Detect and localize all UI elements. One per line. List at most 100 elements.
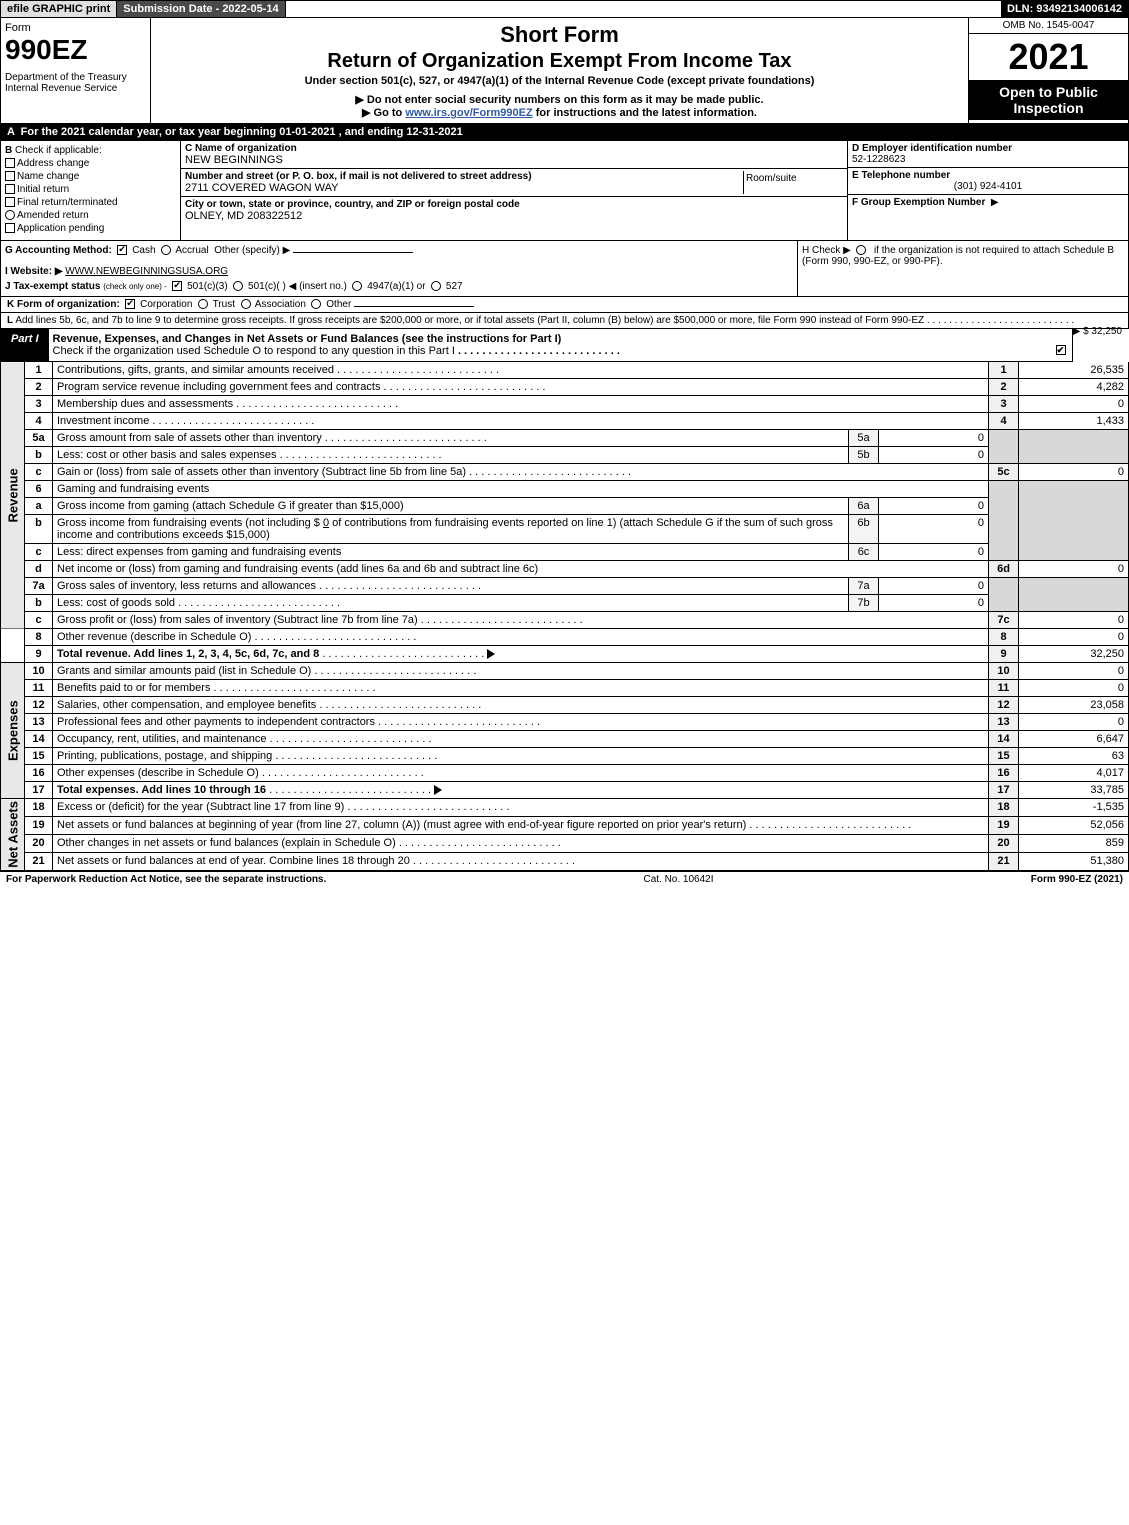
line-num: 15	[25, 748, 53, 765]
line-amount: 0	[1019, 612, 1129, 629]
opt-accrual: Accrual	[175, 245, 208, 256]
line-num: d	[25, 561, 53, 578]
submission-date-label: Submission Date - 2022-05-14	[117, 1, 285, 17]
line-ref: 7c	[989, 612, 1019, 629]
line-amount: 0	[1019, 464, 1129, 481]
form-number: 990EZ	[5, 34, 146, 66]
line-ref: 10	[989, 663, 1019, 680]
radio-527[interactable]	[431, 281, 441, 291]
other-specify-input[interactable]	[293, 252, 413, 253]
table-row: 8 Other revenue (describe in Schedule O)…	[1, 629, 1129, 646]
table-row: 3 Membership dues and assessments 3 0	[1, 396, 1129, 413]
line-desc: Less: cost of goods sold	[57, 597, 175, 609]
line-ref: 11	[989, 680, 1019, 697]
checkbox-name-change[interactable]: Name change	[5, 171, 176, 182]
table-row: c Gain or (loss) from sale of assets oth…	[1, 464, 1129, 481]
mid-line-amount: 0	[879, 578, 989, 595]
line-num: 5a	[25, 430, 53, 447]
org-name-label: C Name of organization	[185, 143, 843, 154]
checkbox-application-pending[interactable]: Application pending	[5, 223, 176, 234]
line-num: 21	[25, 852, 53, 870]
line-desc: Other revenue (describe in Schedule O)	[57, 631, 251, 643]
radio-trust[interactable]	[198, 299, 208, 309]
checkbox-address-change[interactable]: Address change	[5, 158, 176, 169]
dots	[272, 750, 437, 762]
table-row: Revenue 1 Contributions, gifts, grants, …	[1, 362, 1129, 379]
irs-link[interactable]: www.irs.gov/Form990EZ	[405, 107, 532, 119]
table-row: 13Professional fees and other payments t…	[1, 714, 1129, 731]
city-value: OLNEY, MD 208322512	[185, 210, 843, 222]
line-num: 16	[25, 765, 53, 782]
line-num: 14	[25, 731, 53, 748]
website-value[interactable]: WWW.NEWBEGINNINGSUSA.ORG	[65, 266, 228, 277]
mid-line-amount: 0	[879, 447, 989, 464]
line-amount: 23,058	[1019, 697, 1129, 714]
dots	[233, 398, 398, 410]
opt-trust: Trust	[213, 299, 235, 310]
opt-application-pending: Application pending	[17, 223, 104, 234]
line-desc: Other expenses (describe in Schedule O)	[57, 767, 259, 779]
vtab-revenue: Revenue	[1, 362, 25, 629]
opt-corporation: Corporation	[140, 299, 192, 310]
opt-501c: 501(c)( ) ◀ (insert no.)	[248, 281, 347, 292]
footer-center: Cat. No. 10642I	[326, 874, 1030, 885]
dots	[322, 432, 487, 444]
dots	[334, 364, 499, 376]
table-row: c Gross profit or (loss) from sales of i…	[1, 612, 1129, 629]
city-label: City or town, state or province, country…	[185, 199, 843, 210]
dln-label: DLN: 93492134006142	[1001, 1, 1128, 17]
line-desc: Other changes in net assets or fund bala…	[57, 837, 396, 849]
section-b: B Check if applicable: Address change Na…	[1, 141, 181, 240]
line-num: 20	[25, 834, 53, 852]
radio-accrual[interactable]	[161, 245, 171, 255]
mid-line-amount: 0	[879, 430, 989, 447]
line-desc: Program service revenue including govern…	[57, 381, 380, 393]
street-value: 2711 COVERED WAGON WAY	[185, 182, 743, 194]
line-num: 19	[25, 816, 53, 834]
checkbox-initial-return[interactable]: Initial return	[5, 184, 176, 195]
shaded-cell	[1019, 578, 1129, 612]
table-row: b Gross income from fundraising events (…	[1, 515, 1129, 544]
opt-name-change: Name change	[17, 171, 79, 182]
table-row: 15Printing, publications, postage, and s…	[1, 748, 1129, 765]
line-desc: Salaries, other compensation, and employ…	[57, 699, 316, 711]
section-g-h: G Accounting Method: Cash Accrual Other …	[0, 241, 1129, 297]
radio-4947a1[interactable]	[352, 281, 362, 291]
line-ref: 2	[989, 379, 1019, 396]
table-row: 14Occupancy, rent, utilities, and mainte…	[1, 731, 1129, 748]
other-org-input[interactable]	[354, 306, 474, 307]
open-to-public: Open to Public Inspection	[969, 80, 1128, 120]
form-title: Return of Organization Exempt From Incom…	[155, 50, 964, 73]
line-amount: 0	[1019, 663, 1129, 680]
radio-schedule-b-not-required[interactable]	[856, 245, 866, 255]
line-ref: 20	[989, 834, 1019, 852]
shaded-cell	[989, 578, 1019, 612]
opt-association: Association	[255, 299, 306, 310]
efile-graphic-print-button[interactable]: efile GRAPHIC print	[1, 1, 117, 17]
line-num: 8	[25, 629, 53, 646]
radio-association[interactable]	[241, 299, 251, 309]
mid-line-num: 5a	[849, 430, 879, 447]
table-row: b Less: cost of goods sold 7b 0	[1, 595, 1129, 612]
checkbox-amended-return[interactable]: Amended return	[5, 210, 176, 221]
checkbox-corporation[interactable]	[125, 299, 135, 309]
line-ref: 16	[989, 765, 1019, 782]
line-num: 10	[25, 663, 53, 680]
radio-501c[interactable]	[233, 281, 243, 291]
checkbox-cash[interactable]	[117, 245, 127, 255]
vtab-net-assets: Net Assets	[1, 799, 25, 871]
line-amount: 51,380	[1019, 852, 1129, 870]
checkbox-501c3[interactable]	[172, 281, 182, 291]
radio-other-org[interactable]	[311, 299, 321, 309]
line-ref: 3	[989, 396, 1019, 413]
opt-address-change: Address change	[17, 158, 89, 169]
table-row: b Less: cost or other basis and sales ex…	[1, 447, 1129, 464]
checkbox-final-return[interactable]: Final return/terminated	[5, 197, 176, 208]
checkbox-schedule-o-used[interactable]	[1056, 345, 1066, 355]
mid-line-num: 6c	[849, 544, 879, 561]
dots	[380, 381, 545, 393]
mid-line-num: 7b	[849, 595, 879, 612]
line-ref: 8	[989, 629, 1019, 646]
shaded-cell	[989, 430, 1019, 464]
line-num: 4	[25, 413, 53, 430]
